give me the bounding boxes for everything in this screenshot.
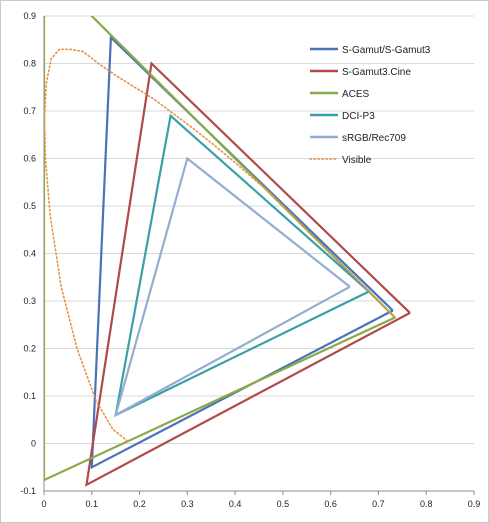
x-tick-label: 0.6 bbox=[324, 499, 337, 509]
legend-label: ACES bbox=[342, 89, 370, 100]
series-line-2 bbox=[85, 61, 411, 487]
y-tick-label: 0.8 bbox=[23, 59, 36, 69]
x-tick-label: 0.3 bbox=[181, 499, 194, 509]
x-tick-label: 0.5 bbox=[277, 499, 290, 509]
x-tick-label: 0.1 bbox=[86, 499, 99, 509]
legend-label: Visible bbox=[342, 155, 372, 166]
legend-label: S-Gamut3.Cine bbox=[342, 67, 411, 78]
series-line-5 bbox=[113, 156, 351, 418]
x-tick-label: 0.4 bbox=[229, 499, 242, 509]
legend-label: sRGB/Rec709 bbox=[342, 133, 406, 144]
legend-label: S-Gamut/S-Gamut3 bbox=[342, 45, 431, 56]
y-tick-label: 0.2 bbox=[23, 344, 36, 354]
y-tick-label: 0.1 bbox=[23, 391, 36, 401]
y-tick-label: 0 bbox=[31, 439, 36, 449]
y-tick-label: 0.6 bbox=[23, 154, 36, 164]
y-tick-label: 0.9 bbox=[23, 11, 36, 21]
legend-label: DCI-P3 bbox=[342, 111, 375, 122]
x-tick-label: 0.2 bbox=[133, 499, 146, 509]
series-line-6 bbox=[44, 48, 397, 442]
y-tick-label: 0.5 bbox=[23, 201, 36, 211]
series-line-4 bbox=[114, 113, 370, 417]
tick-labels: -0.1 0 0.1 0.2 0.3 0.4 0.5 0.6 0.7 0.8 0.9 0 0.1 0.2 0… bbox=[20, 11, 480, 509]
y-tick-label: 0.4 bbox=[23, 249, 36, 259]
x-tick-label: 0 bbox=[41, 499, 46, 509]
x-tick-label: 0.8 bbox=[420, 499, 433, 509]
y-tick-label: 0.3 bbox=[23, 296, 36, 306]
y-tick-label: 0.7 bbox=[23, 106, 36, 116]
legend: S-Gamut/S-Gamut3 S-Gamut3.Cine ACES DCI-P3 s… bbox=[309, 45, 431, 166]
x-tick-label: 0.9 bbox=[468, 499, 481, 509]
x-tick-label: 0.7 bbox=[372, 499, 385, 509]
series-line-3 bbox=[44, 16, 396, 482]
series-lines bbox=[44, 16, 411, 487]
y-tick-label: -0.1 bbox=[20, 486, 36, 496]
